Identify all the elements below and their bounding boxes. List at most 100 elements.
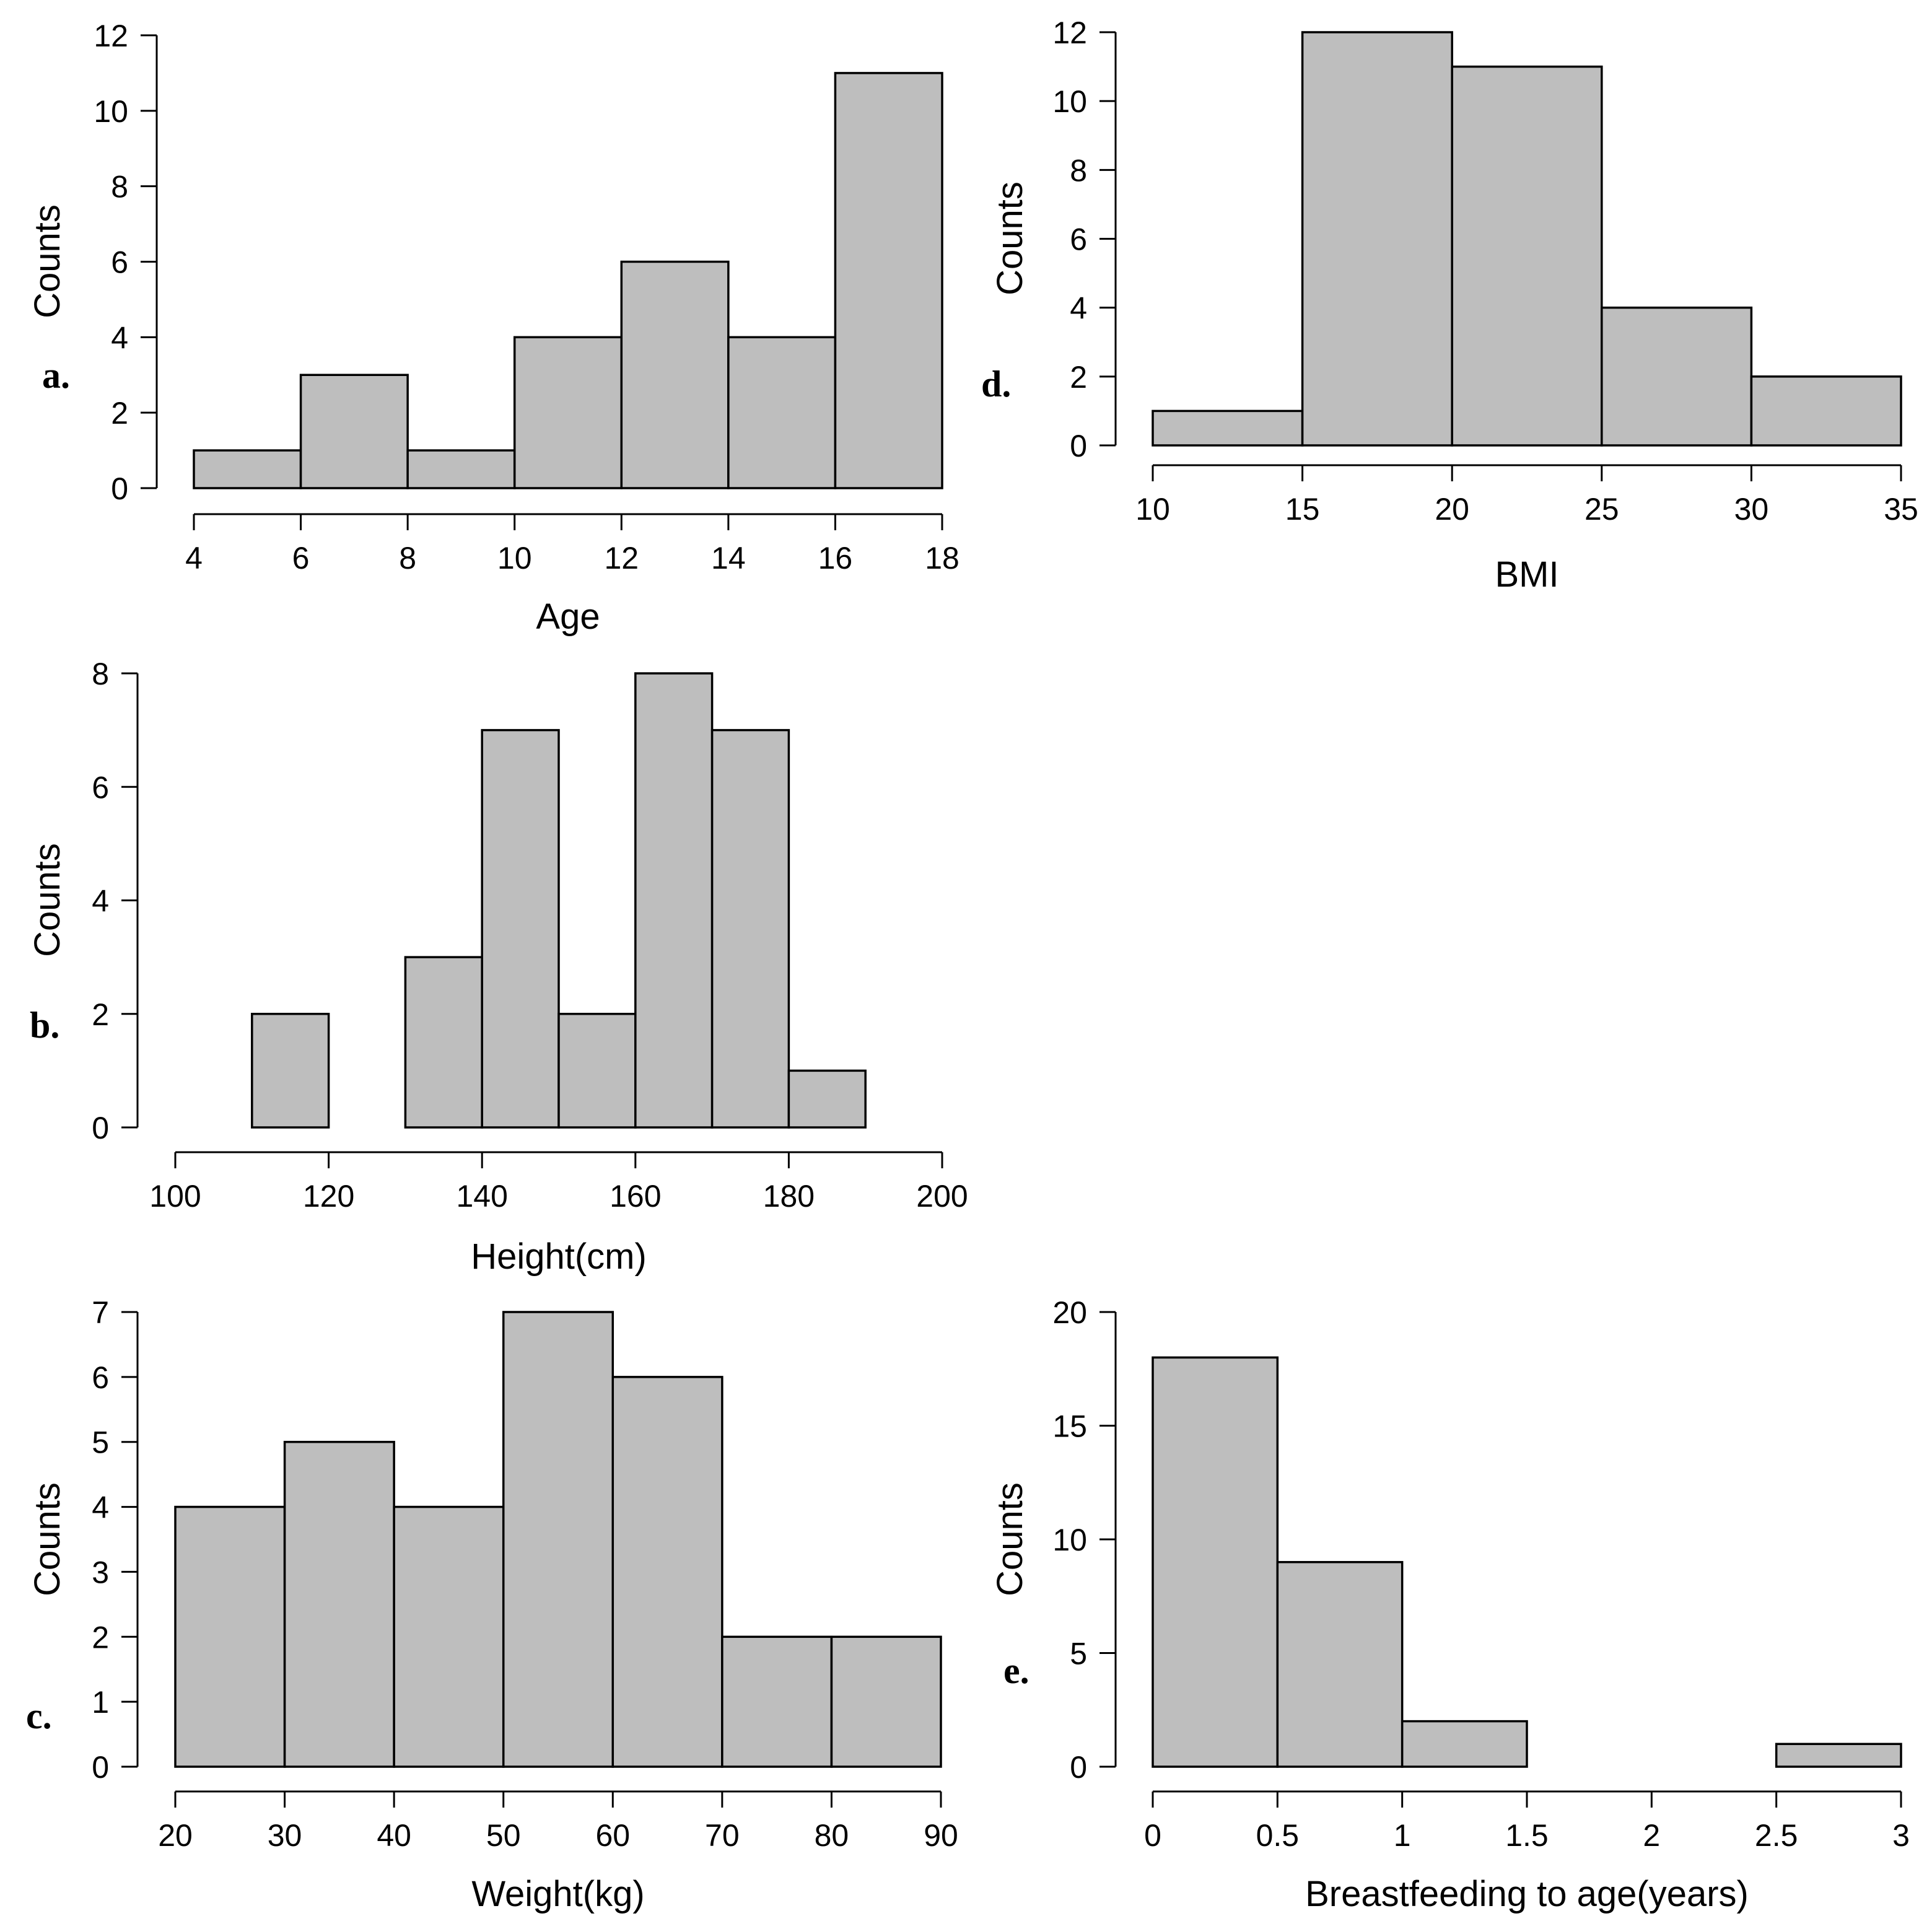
x-axis-title-d: BMI bbox=[1495, 554, 1558, 595]
bar-d-3 bbox=[1601, 306, 1753, 447]
y-tick-label-a-3: 6 bbox=[111, 245, 128, 280]
y-tick-label-b-4: 8 bbox=[92, 657, 109, 691]
bar-c-1 bbox=[283, 1440, 395, 1768]
histogram-panel-a: 0 2 4 6 8 10 12 4 6 8 10 12 14 16 18 Age Counts a. bbox=[27, 19, 959, 637]
y-tick-label-d-0: 0 bbox=[1070, 429, 1087, 463]
panel-label-a: a. bbox=[42, 355, 70, 396]
x-tick-label-d-3: 25 bbox=[1585, 492, 1619, 527]
bar-e-5 bbox=[1775, 1743, 1902, 1768]
x-tick-label-e-0: 0 bbox=[1144, 1818, 1161, 1853]
y-axis-title-d: Counts bbox=[990, 182, 1030, 295]
y-tick-label-b-3: 6 bbox=[92, 770, 109, 805]
y-tick-label-d-3: 6 bbox=[1070, 222, 1087, 257]
bar-b-2 bbox=[404, 956, 483, 1129]
y-axis-title-c: Counts bbox=[27, 1482, 68, 1596]
y-tick-label-e-0: 0 bbox=[1070, 1750, 1087, 1785]
panel-label-c: c. bbox=[26, 1695, 52, 1736]
x-tick-label-a-3: 10 bbox=[497, 541, 532, 575]
y-tick-label-b-0: 0 bbox=[92, 1111, 109, 1145]
y-tick-label-c-6: 6 bbox=[92, 1360, 109, 1395]
panel-label-d: d. bbox=[981, 364, 1011, 405]
x-tick-label-c-3: 50 bbox=[486, 1818, 521, 1853]
bar-a-4 bbox=[620, 260, 730, 489]
bar-c-5 bbox=[721, 1635, 833, 1768]
bar-c-2 bbox=[393, 1505, 505, 1768]
bar-d-4 bbox=[1750, 375, 1902, 447]
x-tick-label-d-1: 15 bbox=[1285, 492, 1320, 527]
y-axis-title-e: Counts bbox=[990, 1482, 1030, 1596]
bar-d-2 bbox=[1451, 65, 1603, 447]
bar-b-7 bbox=[787, 1069, 867, 1129]
bar-a-1 bbox=[299, 374, 409, 489]
x-tick-label-b-3: 160 bbox=[610, 1179, 661, 1214]
x-axis-title-e: Breastfeeding to age(years) bbox=[1305, 1874, 1749, 1914]
x-tick-label-c-4: 60 bbox=[595, 1818, 630, 1853]
bar-c-3 bbox=[502, 1311, 614, 1768]
x-tick-label-e-5: 2.5 bbox=[1755, 1818, 1798, 1853]
histogram-panel-c: 0 1 2 3 4 5 6 7 20 30 40 50 60 70 80 90 Weight(kg) Counts… bbox=[26, 1295, 958, 1914]
bar-e-1 bbox=[1276, 1560, 1404, 1768]
bar-e-0 bbox=[1152, 1356, 1279, 1768]
bar-e-2 bbox=[1401, 1720, 1528, 1768]
bar-c-4 bbox=[611, 1376, 723, 1768]
bar-b-3 bbox=[481, 728, 560, 1129]
y-tick-label-a-0: 0 bbox=[111, 471, 128, 506]
bar-a-0 bbox=[193, 449, 302, 489]
x-axis-title-a: Age bbox=[536, 597, 600, 637]
histogram-panel-b: 0 2 4 6 8 100 120 140 160 180 200 Height(cm) Counts b… bbox=[27, 657, 968, 1277]
bar-c-0 bbox=[174, 1505, 286, 1768]
y-tick-label-d-4: 8 bbox=[1070, 153, 1087, 188]
x-tick-label-e-6: 3 bbox=[1892, 1818, 1910, 1853]
y-tick-label-c-7: 7 bbox=[92, 1295, 109, 1330]
y-tick-label-a-2: 4 bbox=[111, 320, 128, 355]
x-tick-label-b-2: 140 bbox=[456, 1179, 507, 1214]
bar-a-6 bbox=[834, 72, 943, 489]
x-tick-label-c-7: 90 bbox=[924, 1818, 958, 1853]
y-tick-label-c-1: 1 bbox=[92, 1685, 109, 1720]
bar-d-1 bbox=[1301, 31, 1453, 447]
x-tick-label-e-1: 0.5 bbox=[1256, 1818, 1300, 1853]
y-tick-label-c-0: 0 bbox=[92, 1750, 109, 1785]
panel-label-b: b. bbox=[30, 1005, 59, 1046]
bar-a-5 bbox=[727, 336, 837, 489]
y-tick-label-e-4: 20 bbox=[1052, 1295, 1087, 1330]
x-tick-label-a-4: 12 bbox=[604, 541, 639, 575]
x-tick-label-a-6: 16 bbox=[818, 541, 853, 575]
bar-a-3 bbox=[513, 336, 623, 489]
y-tick-label-c-5: 5 bbox=[92, 1425, 109, 1460]
x-axis-title-b: Height(cm) bbox=[471, 1236, 647, 1277]
x-tick-label-c-5: 70 bbox=[705, 1818, 740, 1853]
y-tick-label-c-3: 3 bbox=[92, 1555, 109, 1590]
x-axis-title-c: Weight(kg) bbox=[471, 1874, 644, 1914]
x-tick-label-d-4: 30 bbox=[1734, 492, 1769, 527]
x-tick-label-b-0: 100 bbox=[149, 1179, 201, 1214]
bar-d-0 bbox=[1152, 409, 1304, 447]
x-tick-label-b-4: 180 bbox=[763, 1179, 815, 1214]
y-tick-label-b-2: 4 bbox=[92, 884, 109, 919]
y-tick-label-d-5: 10 bbox=[1052, 84, 1087, 119]
y-tick-label-b-1: 2 bbox=[92, 997, 109, 1032]
panel-label-e: e. bbox=[1003, 1650, 1029, 1691]
histogram-panel-e: 0 5 10 15 20 0 0.5 1 1.5 2 2.5 3 Breastfeeding to ag… bbox=[990, 1295, 1910, 1914]
x-tick-label-d-2: 20 bbox=[1435, 492, 1469, 527]
y-tick-label-d-6: 12 bbox=[1052, 15, 1087, 50]
x-tick-label-a-5: 14 bbox=[711, 541, 746, 575]
bar-b-6 bbox=[710, 728, 790, 1129]
y-tick-label-e-1: 5 bbox=[1070, 1637, 1087, 1671]
bar-b-5 bbox=[634, 672, 714, 1129]
x-tick-label-d-0: 10 bbox=[1135, 492, 1170, 527]
x-tick-label-c-1: 30 bbox=[268, 1818, 302, 1853]
x-tick-label-e-2: 1 bbox=[1394, 1818, 1411, 1853]
y-tick-label-a-1: 2 bbox=[111, 396, 128, 431]
x-tick-label-a-7: 18 bbox=[925, 541, 959, 575]
y-tick-label-d-1: 2 bbox=[1070, 360, 1087, 395]
y-tick-label-a-4: 8 bbox=[111, 170, 128, 204]
bar-c-6 bbox=[830, 1635, 942, 1768]
x-tick-label-c-2: 40 bbox=[377, 1818, 411, 1853]
x-tick-label-b-5: 200 bbox=[916, 1179, 968, 1214]
bar-b-4 bbox=[557, 1013, 637, 1129]
y-tick-label-e-3: 15 bbox=[1052, 1409, 1087, 1444]
x-tick-label-c-6: 80 bbox=[815, 1818, 849, 1853]
bar-b-0 bbox=[251, 1013, 330, 1129]
